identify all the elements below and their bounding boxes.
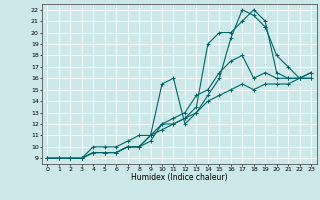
X-axis label: Humidex (Indice chaleur): Humidex (Indice chaleur) — [131, 173, 228, 182]
